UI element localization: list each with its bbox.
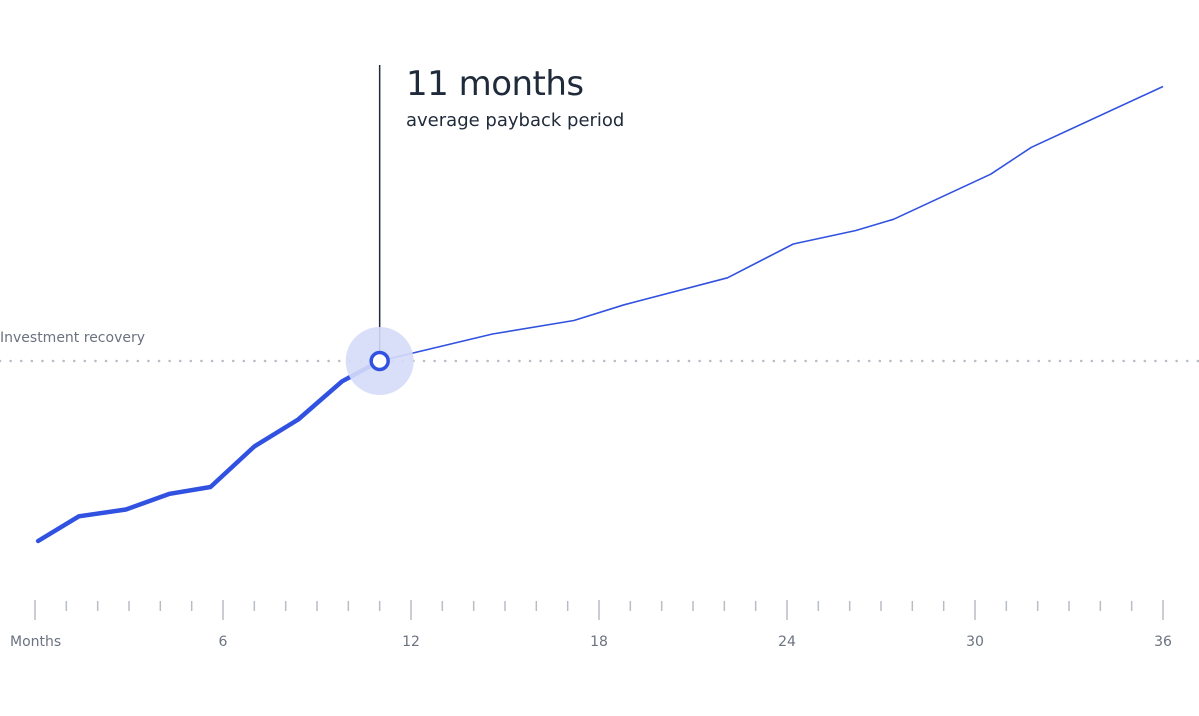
payback-value: 11 months	[406, 64, 584, 104]
x-tick-label: 36	[1154, 634, 1172, 650]
x-tick-label: 30	[966, 634, 984, 650]
x-tick-label: 18	[590, 634, 608, 650]
line-series-before-payback	[35, 358, 382, 544]
x-tick-label: 6	[218, 634, 228, 650]
x-tick-label: 12	[402, 634, 420, 650]
payback-marker	[369, 350, 390, 372]
x-axis-title: Months	[10, 634, 62, 650]
payback-label: average payback period	[406, 110, 625, 131]
reference-line-label: Investment recovery	[0, 330, 146, 346]
line-series-after-payback	[379, 85, 1164, 362]
x-tick-label: 24	[778, 634, 796, 650]
